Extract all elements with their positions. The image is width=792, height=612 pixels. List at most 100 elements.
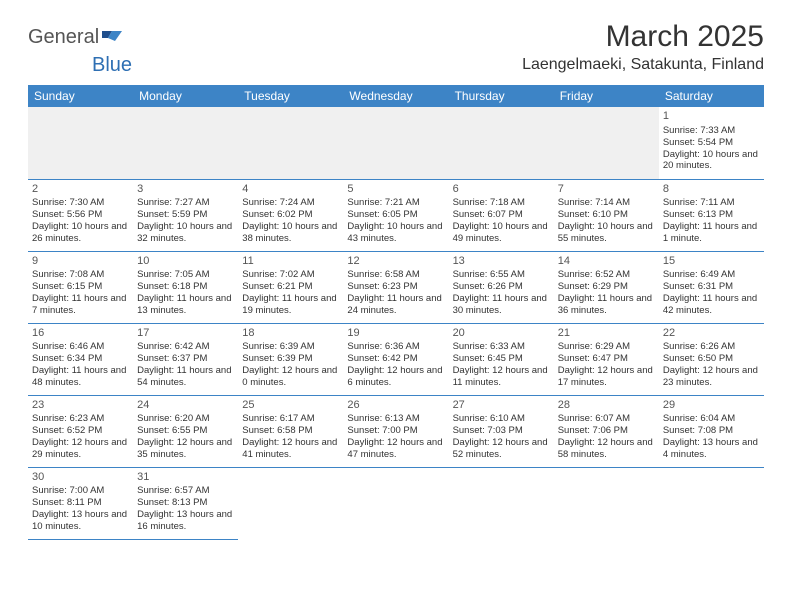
day-number: 19 <box>347 327 444 341</box>
day-number: 14 <box>558 255 655 269</box>
sunrise-text: Sunrise: 7:14 AM <box>558 197 655 209</box>
sunset-text: Sunset: 6:37 PM <box>137 353 234 365</box>
day-number: 5 <box>347 183 444 197</box>
daylight-text: Daylight: 11 hours and 7 minutes. <box>32 293 129 317</box>
sunset-text: Sunset: 6:39 PM <box>242 353 339 365</box>
day-number: 6 <box>453 183 550 197</box>
day-number: 31 <box>137 471 234 485</box>
sunset-text: Sunset: 7:03 PM <box>453 425 550 437</box>
day-number: 26 <box>347 399 444 413</box>
calendar-day-cell: 4Sunrise: 7:24 AMSunset: 6:02 PMDaylight… <box>238 179 343 251</box>
sunset-text: Sunset: 5:59 PM <box>137 209 234 221</box>
daylight-text: Daylight: 11 hours and 13 minutes. <box>137 293 234 317</box>
weekday-header: Thursday <box>449 85 554 107</box>
sunrise-text: Sunrise: 6:39 AM <box>242 341 339 353</box>
daylight-text: Daylight: 13 hours and 10 minutes. <box>32 509 129 533</box>
calendar-body: 1Sunrise: 7:33 AMSunset: 5:54 PMDaylight… <box>28 107 764 539</box>
logo-text-blue: Blue <box>92 54 132 76</box>
sunset-text: Sunset: 6:31 PM <box>663 281 760 293</box>
daylight-text: Daylight: 10 hours and 38 minutes. <box>242 221 339 245</box>
logo-flag-icon <box>101 29 123 47</box>
sunrise-text: Sunrise: 6:17 AM <box>242 413 339 425</box>
sunrise-text: Sunrise: 7:21 AM <box>347 197 444 209</box>
day-number: 17 <box>137 327 234 341</box>
sunset-text: Sunset: 6:02 PM <box>242 209 339 221</box>
day-number: 2 <box>32 183 129 197</box>
logo: General <box>28 20 125 49</box>
sunrise-text: Sunrise: 6:20 AM <box>137 413 234 425</box>
daylight-text: Daylight: 11 hours and 19 minutes. <box>242 293 339 317</box>
sunset-text: Sunset: 6:55 PM <box>137 425 234 437</box>
daylight-text: Daylight: 13 hours and 4 minutes. <box>663 437 760 461</box>
sunrise-text: Sunrise: 6:04 AM <box>663 413 760 425</box>
calendar-day-cell: 13Sunrise: 6:55 AMSunset: 6:26 PMDayligh… <box>449 251 554 323</box>
calendar-day-cell <box>238 107 343 179</box>
sunset-text: Sunset: 6:21 PM <box>242 281 339 293</box>
month-title: March 2025 <box>522 20 764 54</box>
calendar-day-cell: 9Sunrise: 7:08 AMSunset: 6:15 PMDaylight… <box>28 251 133 323</box>
sunrise-text: Sunrise: 7:08 AM <box>32 269 129 281</box>
calendar-day-cell: 28Sunrise: 6:07 AMSunset: 7:06 PMDayligh… <box>554 395 659 467</box>
weekday-header: Tuesday <box>238 85 343 107</box>
calendar-day-cell: 17Sunrise: 6:42 AMSunset: 6:37 PMDayligh… <box>133 323 238 395</box>
calendar-day-cell: 14Sunrise: 6:52 AMSunset: 6:29 PMDayligh… <box>554 251 659 323</box>
daylight-text: Daylight: 11 hours and 1 minute. <box>663 221 760 245</box>
sunset-text: Sunset: 8:13 PM <box>137 497 234 509</box>
calendar-day-cell: 16Sunrise: 6:46 AMSunset: 6:34 PMDayligh… <box>28 323 133 395</box>
sunrise-text: Sunrise: 6:57 AM <box>137 485 234 497</box>
daylight-text: Daylight: 12 hours and 41 minutes. <box>242 437 339 461</box>
day-number: 24 <box>137 399 234 413</box>
sunrise-text: Sunrise: 6:46 AM <box>32 341 129 353</box>
daylight-text: Daylight: 11 hours and 42 minutes. <box>663 293 760 317</box>
sunrise-text: Sunrise: 7:05 AM <box>137 269 234 281</box>
sunrise-text: Sunrise: 6:58 AM <box>347 269 444 281</box>
calendar-day-cell <box>554 107 659 179</box>
day-number: 13 <box>453 255 550 269</box>
sunset-text: Sunset: 6:42 PM <box>347 353 444 365</box>
calendar-day-cell <box>659 467 764 539</box>
day-number: 23 <box>32 399 129 413</box>
sunrise-text: Sunrise: 7:00 AM <box>32 485 129 497</box>
calendar-day-cell: 7Sunrise: 7:14 AMSunset: 6:10 PMDaylight… <box>554 179 659 251</box>
daylight-text: Daylight: 12 hours and 35 minutes. <box>137 437 234 461</box>
sunrise-text: Sunrise: 7:02 AM <box>242 269 339 281</box>
sunset-text: Sunset: 6:26 PM <box>453 281 550 293</box>
calendar-day-cell: 1Sunrise: 7:33 AMSunset: 5:54 PMDaylight… <box>659 107 764 179</box>
sunset-text: Sunset: 6:58 PM <box>242 425 339 437</box>
daylight-text: Daylight: 12 hours and 52 minutes. <box>453 437 550 461</box>
day-number: 29 <box>663 399 760 413</box>
calendar-day-cell <box>449 107 554 179</box>
daylight-text: Daylight: 12 hours and 29 minutes. <box>32 437 129 461</box>
calendar-day-cell: 6Sunrise: 7:18 AMSunset: 6:07 PMDaylight… <box>449 179 554 251</box>
sunset-text: Sunset: 6:47 PM <box>558 353 655 365</box>
daylight-text: Daylight: 10 hours and 26 minutes. <box>32 221 129 245</box>
daylight-text: Daylight: 10 hours and 55 minutes. <box>558 221 655 245</box>
daylight-text: Daylight: 12 hours and 58 minutes. <box>558 437 655 461</box>
daylight-text: Daylight: 10 hours and 49 minutes. <box>453 221 550 245</box>
sunrise-text: Sunrise: 7:27 AM <box>137 197 234 209</box>
sunrise-text: Sunrise: 6:10 AM <box>453 413 550 425</box>
daylight-text: Daylight: 10 hours and 32 minutes. <box>137 221 234 245</box>
sunset-text: Sunset: 6:23 PM <box>347 281 444 293</box>
calendar-day-cell: 20Sunrise: 6:33 AMSunset: 6:45 PMDayligh… <box>449 323 554 395</box>
day-number: 4 <box>242 183 339 197</box>
daylight-text: Daylight: 11 hours and 48 minutes. <box>32 365 129 389</box>
daylight-text: Daylight: 11 hours and 36 minutes. <box>558 293 655 317</box>
calendar-day-cell <box>133 107 238 179</box>
daylight-text: Daylight: 12 hours and 6 minutes. <box>347 365 444 389</box>
calendar-day-cell <box>554 467 659 539</box>
calendar-table: SundayMondayTuesdayWednesdayThursdayFrid… <box>28 85 764 540</box>
day-number: 11 <box>242 255 339 269</box>
calendar-day-cell: 30Sunrise: 7:00 AMSunset: 8:11 PMDayligh… <box>28 467 133 539</box>
calendar-day-cell: 21Sunrise: 6:29 AMSunset: 6:47 PMDayligh… <box>554 323 659 395</box>
calendar-day-cell: 23Sunrise: 6:23 AMSunset: 6:52 PMDayligh… <box>28 395 133 467</box>
logo-text-general: General <box>28 26 99 49</box>
daylight-text: Daylight: 12 hours and 0 minutes. <box>242 365 339 389</box>
sunset-text: Sunset: 7:00 PM <box>347 425 444 437</box>
sunset-text: Sunset: 6:50 PM <box>663 353 760 365</box>
calendar-week-row: 23Sunrise: 6:23 AMSunset: 6:52 PMDayligh… <box>28 395 764 467</box>
sunset-text: Sunset: 6:18 PM <box>137 281 234 293</box>
day-number: 8 <box>663 183 760 197</box>
day-number: 12 <box>347 255 444 269</box>
calendar-day-cell <box>343 107 448 179</box>
